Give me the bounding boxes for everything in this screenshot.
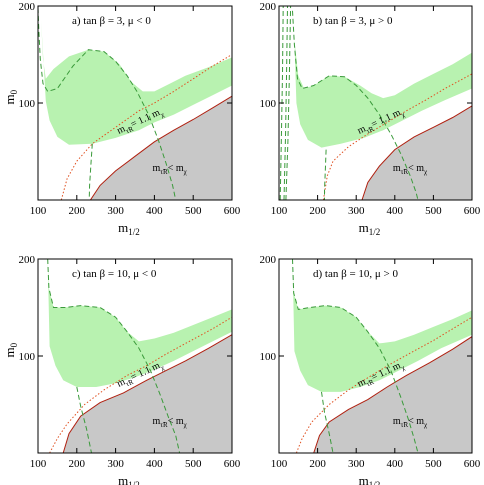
y-tick-label: 100: [19, 98, 36, 110]
x-tick-label: 100: [271, 205, 288, 217]
x-axis-title: m1/2: [118, 473, 140, 485]
green-dashed-contour: [47, 259, 181, 453]
plot-area: [47, 259, 232, 453]
green-dashed-contour: [292, 259, 419, 453]
cosmo-region: [41, 20, 232, 145]
excluded-region: [361, 105, 472, 200]
x-tick-label: 200: [309, 205, 326, 217]
x-tick-label: 400: [387, 205, 404, 217]
x-tick-label: 100: [30, 458, 47, 470]
y-tick-label: 100: [260, 351, 277, 363]
panel-c: 100 200 300 400 500 600 100 200 c) tan β = 10, μ…: [2, 254, 241, 485]
y-tick-label: 100: [260, 98, 277, 110]
y-tick-label: 200: [260, 1, 277, 13]
mass-ratio-line: [295, 316, 472, 453]
x-tick-label: 200: [69, 205, 86, 217]
x-tick-label: 300: [348, 205, 365, 217]
x-axis-title: m1/2: [118, 220, 140, 237]
y-axis-title: m0: [2, 89, 19, 104]
x-tick-label: 600: [464, 458, 481, 470]
green-dashed-contour-lower: [324, 149, 327, 200]
x-tick-label: 200: [69, 458, 86, 470]
cosmo-region: [292, 259, 472, 392]
x-tick-label: 400: [146, 205, 163, 217]
x-tick-label: 600: [464, 205, 481, 217]
x-axis-title: m1/2: [359, 473, 381, 485]
x-tick-label: 100: [30, 205, 47, 217]
x-tick-label: 500: [185, 205, 202, 217]
x-tick-label: 400: [146, 458, 163, 470]
green-dashed-contour-left: [285, 6, 292, 200]
mass-ratio-line: [49, 316, 232, 453]
y-tick-label: 200: [19, 254, 36, 266]
cosmo-region: [47, 259, 232, 387]
panel-label: b) tan β = 3, μ > 0: [313, 15, 393, 27]
stau-boundary-line: [62, 334, 232, 453]
x-tick-label: 600: [224, 458, 241, 470]
panel-d: 100 200 300 400 500 600 100 200 d) tan β = 10, μ…: [260, 254, 481, 485]
plot-area: [292, 259, 472, 453]
plot-area: [279, 6, 472, 200]
x-tick-label: 100: [271, 458, 288, 470]
panel-b: 100 200 300 400 500 600 100 200 b) tan β = 3, μ …: [260, 1, 481, 237]
mass-ratio-line: [60, 54, 232, 200]
stau-boundary-line: [89, 95, 232, 200]
x-tick-label: 300: [348, 458, 365, 470]
panel-label: d) tan β = 10, μ > 0: [313, 268, 399, 280]
x-tick-label: 300: [107, 458, 124, 470]
x-tick-label: 200: [309, 458, 326, 470]
green-dashed-contour-lower: [76, 386, 92, 453]
panel-label: c) tan β = 10, μ < 0: [72, 268, 157, 280]
excluded-region: [313, 336, 472, 453]
cosmo-region: [294, 40, 472, 148]
mass-ratio-line: [322, 73, 472, 200]
x-tick-label: 400: [387, 458, 404, 470]
green-dashed-contour: [38, 7, 177, 200]
x-tick-label: 600: [224, 205, 241, 217]
green-dashed-contour-lower: [321, 391, 334, 453]
y-tick-label: 200: [260, 254, 277, 266]
x-tick-label: 500: [185, 458, 202, 470]
panel-a: 100 200 300 400 500 600 100 200 a) tan β = 3, μ …: [2, 1, 241, 237]
y-tick-label: 200: [19, 1, 36, 13]
excluded-region: [63, 334, 232, 453]
green-dashed-contour-lower: [88, 143, 93, 200]
x-tick-label: 500: [425, 458, 442, 470]
y-tick-label: 100: [19, 351, 36, 363]
stau-boundary-line: [361, 105, 472, 200]
green-dashed-contour-left: [279, 6, 284, 200]
x-tick-label: 300: [107, 205, 124, 217]
green-dashed-contour: [292, 10, 419, 200]
x-tick-label: 500: [425, 205, 442, 217]
x-axis-title: m1/2: [359, 220, 381, 237]
panel-label: a) tan β = 3, μ < 0: [72, 15, 151, 27]
plot-area: [38, 7, 232, 200]
y-axis-title: m0: [2, 342, 19, 357]
green-dashed-contour-left: [283, 6, 288, 200]
stau-boundary-line: [313, 336, 472, 453]
